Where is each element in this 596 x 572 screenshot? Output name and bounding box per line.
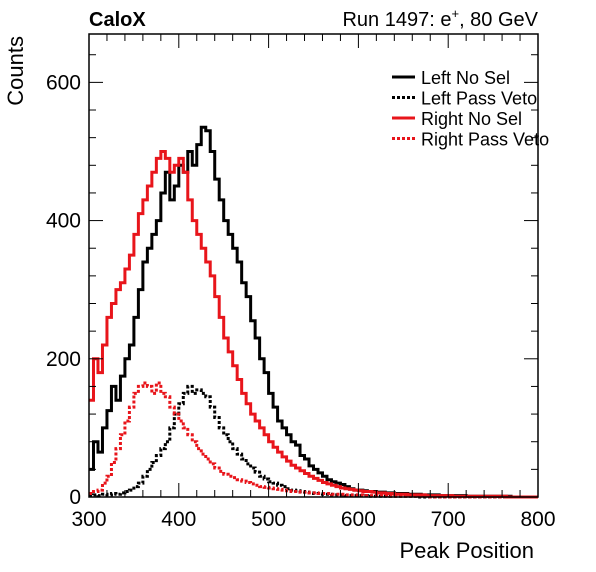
x-tick-label: 500 [251, 508, 286, 531]
chart-brand-label: CaloX [89, 9, 146, 31]
x-tick-label: 700 [431, 508, 466, 531]
run-info-suffix: , 80 GeV [459, 9, 539, 31]
x-tick-label: 400 [161, 508, 196, 531]
series-line-2 [89, 384, 538, 499]
plot-area [89, 125, 538, 499]
run-info-superscript: + [451, 6, 459, 21]
series-line-4 [89, 381, 538, 499]
x-tick-label: 800 [520, 508, 555, 531]
series-line-3 [89, 149, 538, 499]
y-tick-label: 200 [46, 348, 81, 371]
y-tick-label: 0 [69, 486, 81, 509]
axes: 300 400 500 600 700 800 0 200 400 600 [46, 33, 556, 531]
series-line-1 [89, 125, 538, 499]
y-tick-label: 600 [46, 71, 81, 94]
run-info-label: Run 1497: e+, 80 GeV [342, 6, 538, 31]
plot-frame [88, 33, 539, 498]
x-tick-label: 600 [341, 508, 376, 531]
legend-label-4: Right Pass Veto [421, 130, 549, 150]
run-info-prefix: Run 1497: e [342, 9, 451, 31]
x-tick-label: 300 [71, 508, 106, 531]
legend-label-2: Left Pass Veto [421, 89, 537, 109]
x-axis-title: Peak Position [399, 538, 534, 563]
y-tick-label: 400 [46, 210, 81, 233]
y-axis-title: Counts [3, 36, 28, 106]
legend-label-1: Left No Sel [421, 68, 510, 88]
legend-label-3: Right No Sel [421, 109, 522, 129]
